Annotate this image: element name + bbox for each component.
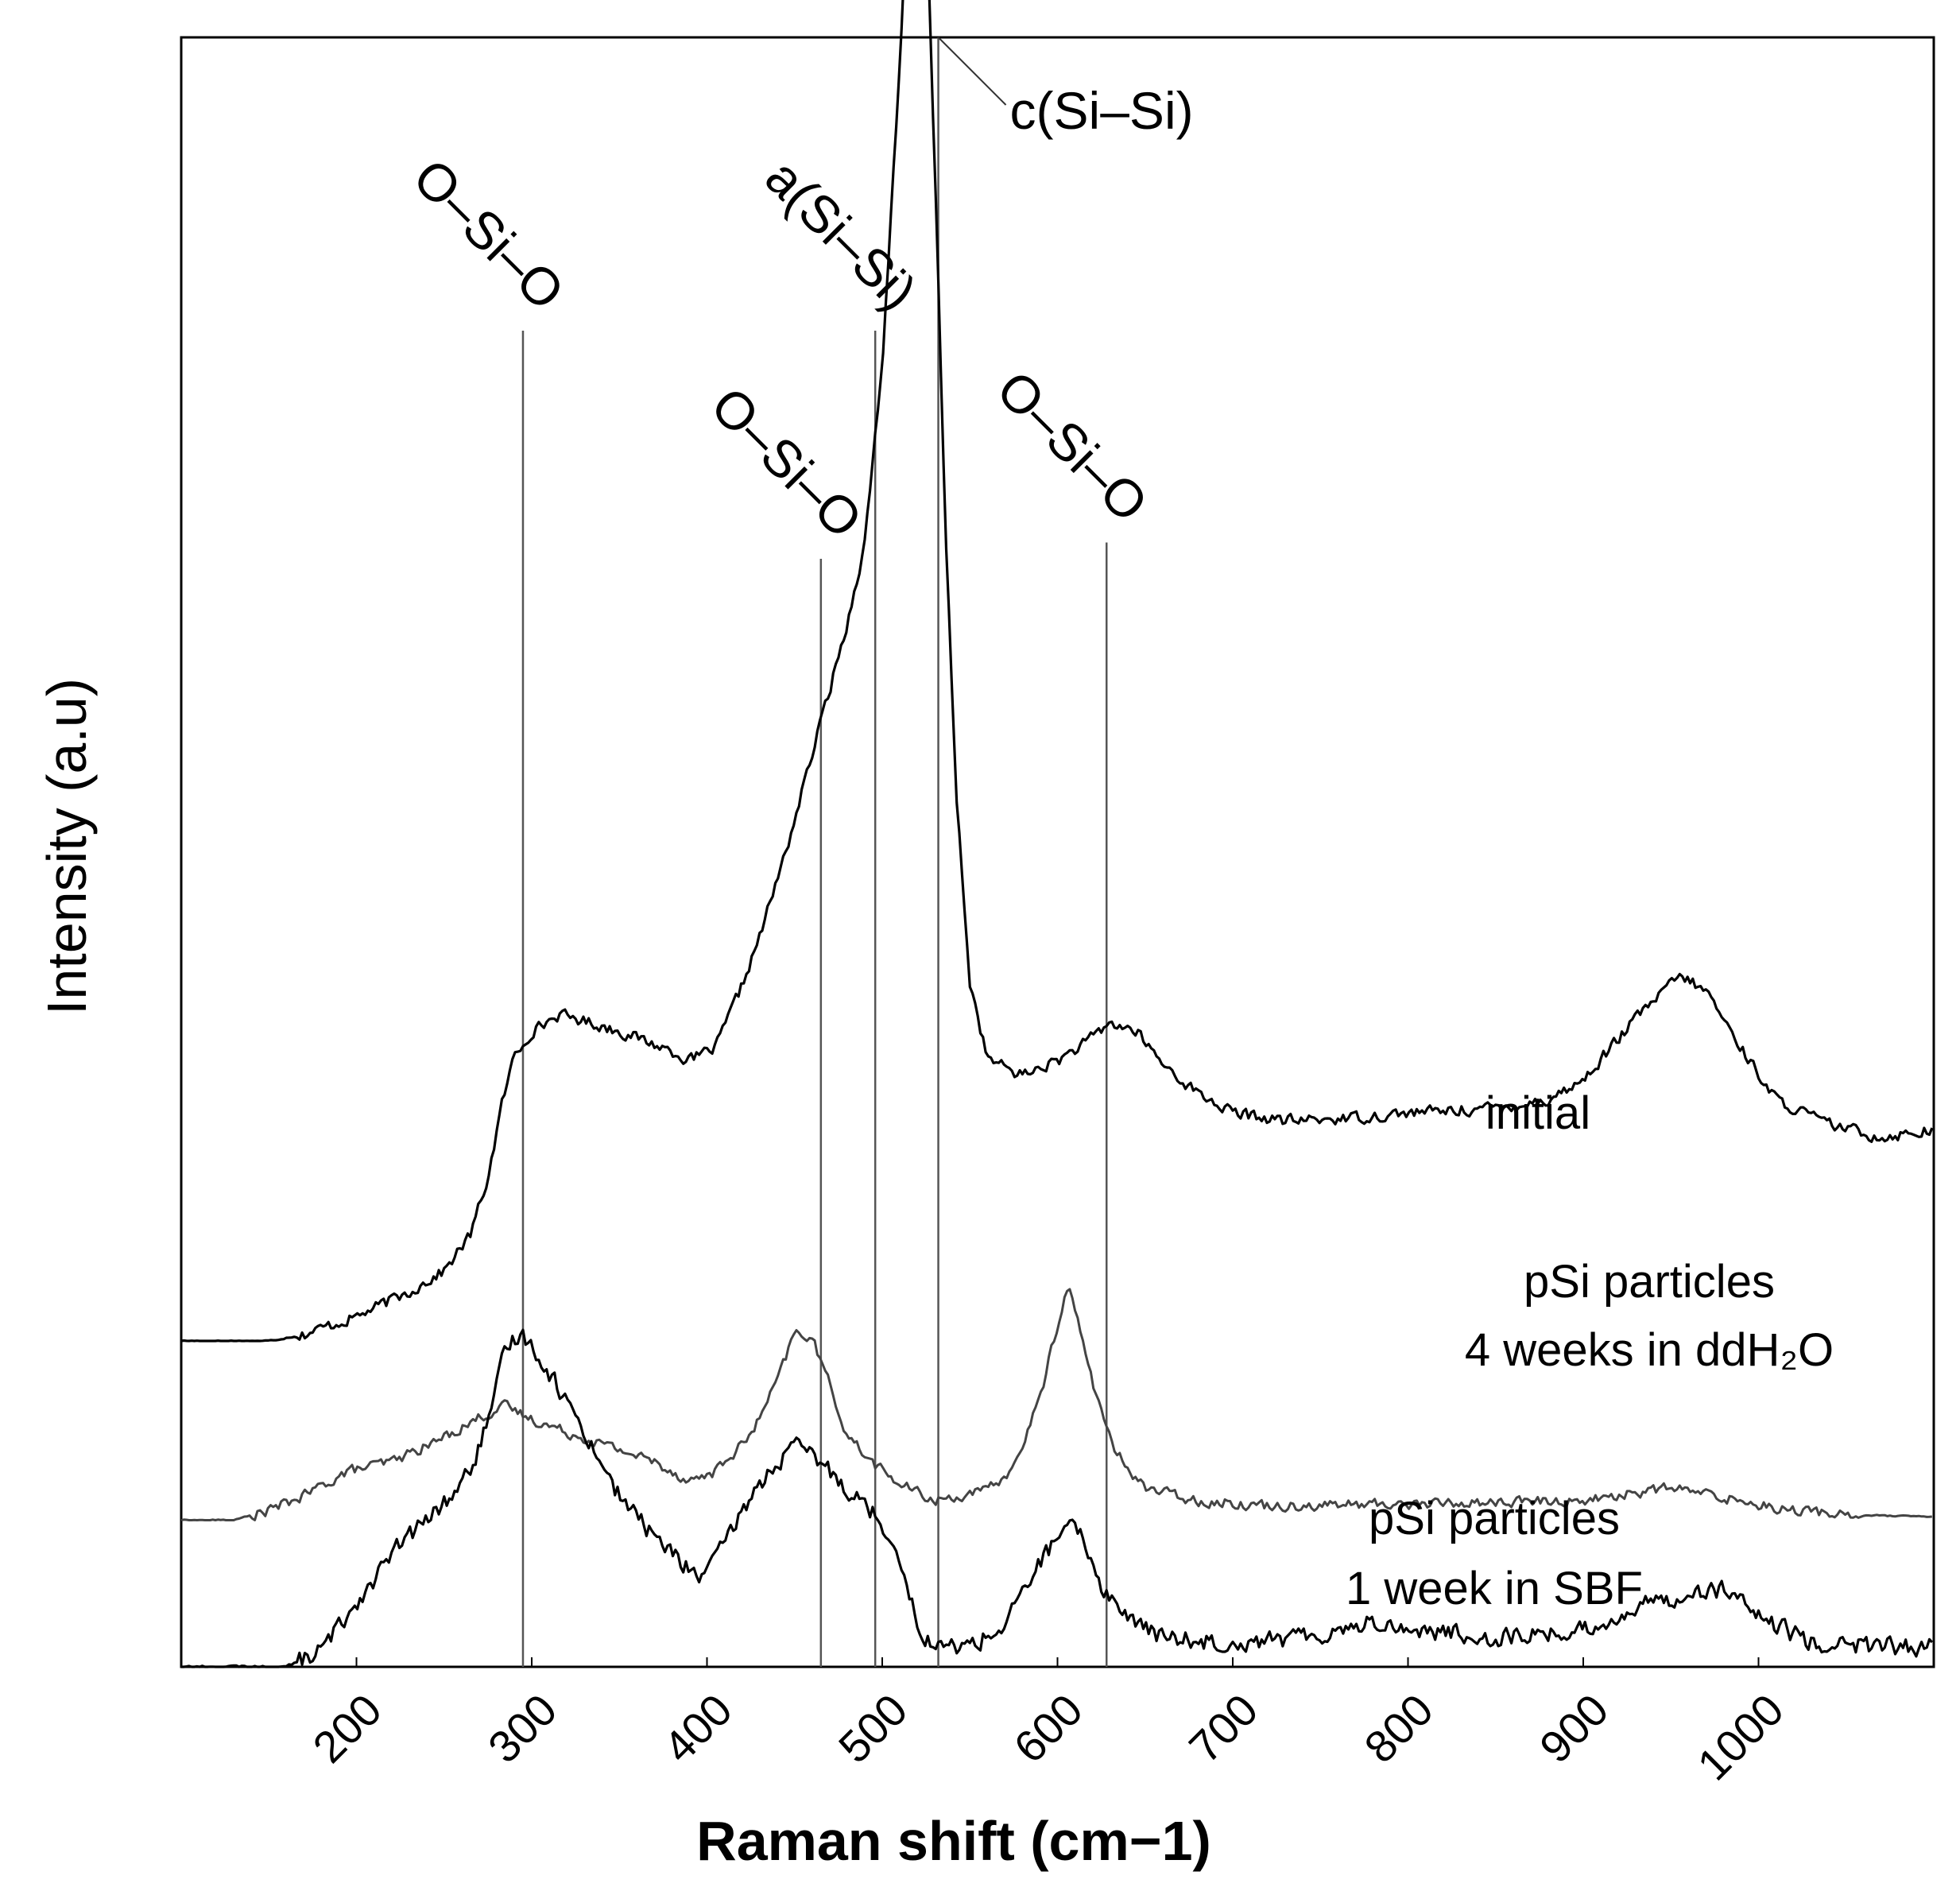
annotation-label-1: O–Si–O <box>700 376 873 549</box>
x-axis-ticks: 200 300 400 500 600 700 800 900 1000 <box>303 1657 1793 1790</box>
series-line-1 <box>180 1288 1932 1521</box>
x-tick-label-200: 200 <box>303 1684 391 1773</box>
series-labels: initial pSi particles 4 weeks in ddH₂O pSi … <box>1346 1087 1834 1614</box>
series-label-1-1: 4 weeks in ddH₂O <box>1465 1324 1834 1376</box>
x-tick-label-600: 600 <box>1004 1684 1092 1773</box>
x-axis-label: Raman shift (cm−1) <box>696 1810 1211 1872</box>
series-label-0-0: initial <box>1485 1087 1590 1139</box>
annotation-label-3: c(Si–Si) <box>1010 81 1194 140</box>
annotation-label-2: a(Si–Si) <box>754 148 928 321</box>
x-tick-label-400: 400 <box>653 1684 742 1773</box>
annotation-lines <box>521 37 1108 1667</box>
x-tick-label-300: 300 <box>478 1684 567 1773</box>
series-label-1-0: pSi particles <box>1524 1256 1775 1308</box>
annotation-leader-3 <box>937 37 1007 106</box>
series-layer <box>180 0 1934 1668</box>
annotation-labels: O–Si–O O–Si–O a(Si–Si) c(Si–Si) O–Si–O <box>402 81 1194 549</box>
series-label-2-1: 1 week in SBF <box>1346 1563 1643 1614</box>
series-line-2 <box>181 1328 1933 1668</box>
x-tick-label-500: 500 <box>829 1684 917 1773</box>
series-label-2-0: pSi particles <box>1369 1493 1620 1544</box>
x-tick-label-800: 800 <box>1354 1684 1443 1773</box>
plot-frame <box>180 36 1935 1668</box>
series-line-0 <box>180 0 1934 1343</box>
annotation-label-4: O–Si–O <box>986 359 1159 533</box>
x-tick-label-1000: 1000 <box>1687 1684 1793 1790</box>
x-tick-label-700: 700 <box>1179 1684 1268 1773</box>
x-tick-label-900: 900 <box>1530 1684 1618 1773</box>
y-axis-label: Intensity (a.u) <box>36 678 98 1015</box>
annotation-label-0: O–Si–O <box>402 148 575 321</box>
